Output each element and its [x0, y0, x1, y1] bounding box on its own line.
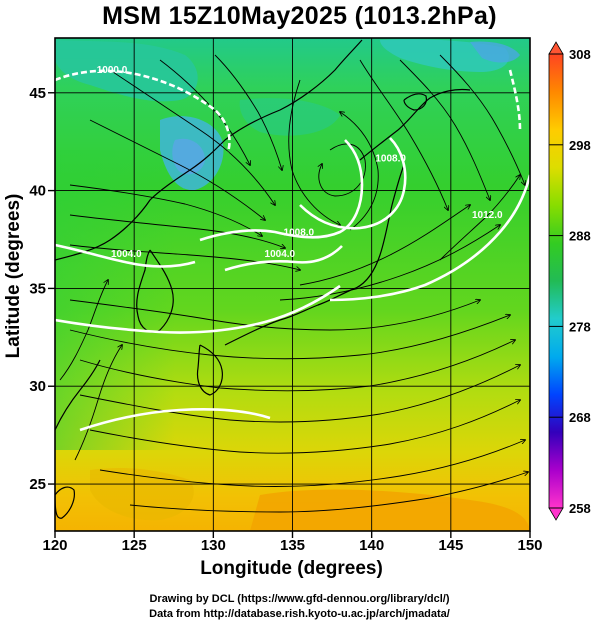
colorbar-label: 308 [569, 47, 591, 62]
colorbar-bottom-triangle [548, 507, 564, 521]
y-axis-label-wrap: Latitude (degrees) [3, 145, 26, 405]
colorbar-label: 298 [569, 138, 591, 153]
y-tick-label: 30 [29, 378, 46, 395]
colorbar-ticks: 308 298 288 278 268 258 [549, 47, 591, 516]
contour-label: 1004.0 [265, 249, 296, 260]
y-axis-ticks: 25 30 35 40 45 [29, 85, 55, 493]
contour-label: 1012.0 [472, 210, 503, 221]
wind-streamlines [59, 54, 528, 513]
lat-lon-grid [55, 38, 530, 531]
pressure-contours [55, 69, 530, 432]
credit-data: Data from http://database.rish.kyoto-u.a… [149, 608, 450, 620]
contour-label: 1004.0 [111, 249, 142, 260]
x-tick-label: 145 [438, 537, 463, 554]
colorbar-label: 288 [569, 229, 591, 244]
colorbar-label: 268 [569, 410, 591, 425]
chart-title: MSM 15Z10May2025 (1013.2hPa) [102, 2, 497, 30]
x-tick-label: 140 [359, 537, 384, 554]
colorbar [548, 53, 564, 509]
x-axis-label: Longitude (degrees) [200, 558, 383, 579]
x-tick-label: 120 [42, 537, 67, 554]
y-tick-label: 45 [29, 85, 46, 102]
contour-label: 1008.0 [375, 153, 406, 164]
x-tick-label: 125 [122, 537, 147, 554]
x-tick-label: 135 [280, 537, 305, 554]
x-axis-label-wrap: Longitude (degrees) [0, 558, 599, 580]
y-tick-label: 35 [29, 280, 46, 297]
x-tick-label: 130 [201, 537, 226, 554]
x-axis-ticks: 120 125 130 135 140 145 150 [42, 531, 543, 554]
y-tick-label: 25 [29, 476, 46, 493]
contour-labels: 1000.0 1004.0 1004.0 1008.0 1008.0 1012.0 [97, 65, 503, 260]
y-tick-label: 40 [29, 183, 46, 200]
colorbar-label: 258 [569, 501, 591, 516]
contour-label: 1008.0 [284, 228, 315, 239]
colorbar-label: 278 [569, 319, 591, 334]
contour-label: 1000.0 [97, 65, 128, 76]
x-tick-label: 150 [517, 537, 542, 554]
colorbar-top-triangle [548, 41, 564, 55]
credit-drawing: Drawing by DCL (https://www.gfd-dennou.o… [149, 593, 450, 605]
y-axis-label: Latitude (degrees) [3, 193, 24, 359]
